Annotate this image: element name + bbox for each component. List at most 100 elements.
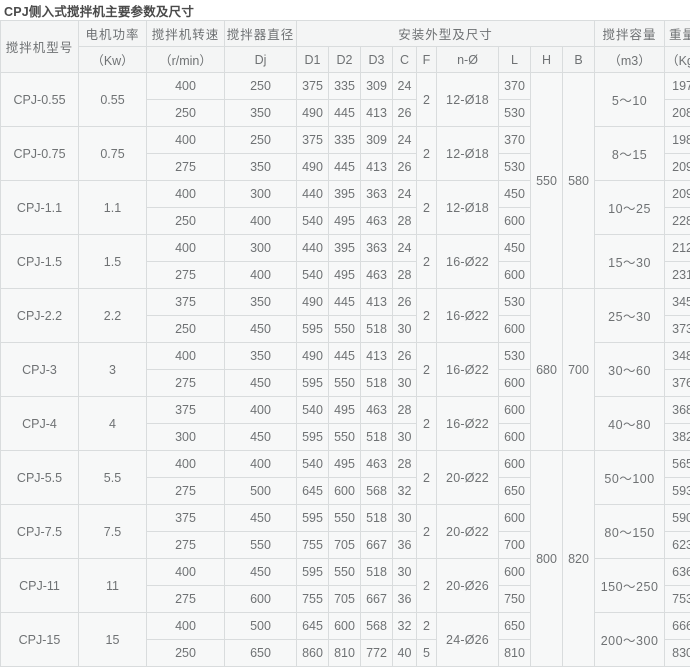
header-d2: D2	[329, 47, 361, 73]
header-b: B	[563, 47, 595, 73]
cell-c: 30	[393, 424, 417, 451]
header-power-unit: （Kw）	[79, 47, 147, 73]
cell-l: 370	[499, 73, 531, 100]
cell-volume: 30～60	[595, 343, 665, 397]
cell-model: CPJ-2.2	[1, 289, 79, 343]
cell-model: CPJ-15	[1, 613, 79, 667]
cell-c: 30	[393, 370, 417, 397]
cell-speed: 375	[147, 397, 225, 424]
cell-volume: 40～80	[595, 397, 665, 451]
cell-c: 28	[393, 451, 417, 478]
cell-dj: 450	[225, 559, 297, 586]
cell-d2: 810	[329, 640, 361, 667]
cell-d3: 463	[361, 262, 393, 289]
cell-model: CPJ-0.75	[1, 127, 79, 181]
cell-power: 0.75	[79, 127, 147, 181]
cell-weight: 830	[665, 640, 690, 667]
cell-weight: 565	[665, 451, 690, 478]
cell-power: 0.55	[79, 73, 147, 127]
cell-c: 26	[393, 100, 417, 127]
header-c: C	[393, 47, 417, 73]
cell-weight: 376	[665, 370, 690, 397]
cell-d3: 413	[361, 100, 393, 127]
cell-l: 810	[499, 640, 531, 667]
cell-dj: 450	[225, 370, 297, 397]
cell-l: 600	[499, 397, 531, 424]
cell-d1: 595	[297, 559, 329, 586]
cell-c: 36	[393, 532, 417, 559]
cell-l: 450	[499, 181, 531, 208]
cell-d3: 363	[361, 235, 393, 262]
cell-c: 26	[393, 343, 417, 370]
cell-dj: 350	[225, 154, 297, 181]
cell-d1: 595	[297, 316, 329, 343]
cell-volume: 200～300	[595, 613, 665, 667]
cell-d2: 445	[329, 154, 361, 181]
cell-weight: 382	[665, 424, 690, 451]
header-model: 搅拌机型号	[1, 21, 79, 73]
cell-l: 530	[499, 289, 531, 316]
cell-model: CPJ-5.5	[1, 451, 79, 505]
cell-nd: 16-Ø22	[437, 235, 499, 289]
cell-weight: 208	[665, 100, 690, 127]
cell-speed: 300	[147, 424, 225, 451]
cell-d3: 363	[361, 181, 393, 208]
cell-speed: 400	[147, 559, 225, 586]
cell-d1: 490	[297, 100, 329, 127]
cell-l: 600	[499, 451, 531, 478]
cell-speed: 375	[147, 289, 225, 316]
cell-l: 600	[499, 370, 531, 397]
header-volume: 搅拌容量	[595, 21, 665, 47]
header-diameter-unit: Dj	[225, 47, 297, 73]
cell-dj: 450	[225, 424, 297, 451]
cell-model: CPJ-3	[1, 343, 79, 397]
cell-speed: 400	[147, 73, 225, 100]
cell-power: 11	[79, 559, 147, 613]
cell-c: 28	[393, 262, 417, 289]
cell-weight: 368	[665, 397, 690, 424]
cell-d1: 490	[297, 343, 329, 370]
cell-d2: 395	[329, 235, 361, 262]
cell-d3: 463	[361, 451, 393, 478]
cell-l: 600	[499, 208, 531, 235]
cell-dj: 450	[225, 316, 297, 343]
cell-d1: 755	[297, 532, 329, 559]
cell-nd: 12-Ø18	[437, 181, 499, 235]
cell-l: 750	[499, 586, 531, 613]
cell-speed: 275	[147, 586, 225, 613]
cell-nd: 24-Ø26	[437, 613, 499, 667]
cell-b: 700	[563, 289, 595, 451]
cell-weight: 228	[665, 208, 690, 235]
cell-d1: 540	[297, 262, 329, 289]
cell-speed: 250	[147, 208, 225, 235]
cell-speed: 275	[147, 154, 225, 181]
cell-dj: 600	[225, 586, 297, 613]
cell-weight: 212	[665, 235, 690, 262]
cell-c: 24	[393, 235, 417, 262]
cell-dj: 500	[225, 478, 297, 505]
cell-speed: 250	[147, 100, 225, 127]
cell-d3: 518	[361, 505, 393, 532]
cell-d2: 445	[329, 343, 361, 370]
cell-volume: 150～250	[595, 559, 665, 613]
cell-l: 600	[499, 262, 531, 289]
cell-l: 530	[499, 154, 531, 181]
cell-weight: 209	[665, 154, 690, 181]
cell-d1: 540	[297, 451, 329, 478]
cell-d3: 413	[361, 343, 393, 370]
cell-weight: 636	[665, 559, 690, 586]
cell-d3: 568	[361, 478, 393, 505]
header-power: 电机功率	[79, 21, 147, 47]
cell-l: 600	[499, 505, 531, 532]
cell-volume: 25～30	[595, 289, 665, 343]
cell-weight: 623	[665, 532, 690, 559]
header-d1: D1	[297, 47, 329, 73]
cell-d3: 413	[361, 154, 393, 181]
cell-d3: 413	[361, 289, 393, 316]
header-install-group: 安装外型及尺寸	[297, 21, 595, 47]
cell-power: 7.5	[79, 505, 147, 559]
cell-h: 550	[531, 73, 563, 289]
cell-d3: 518	[361, 559, 393, 586]
cell-c: 28	[393, 397, 417, 424]
cell-dj: 350	[225, 100, 297, 127]
